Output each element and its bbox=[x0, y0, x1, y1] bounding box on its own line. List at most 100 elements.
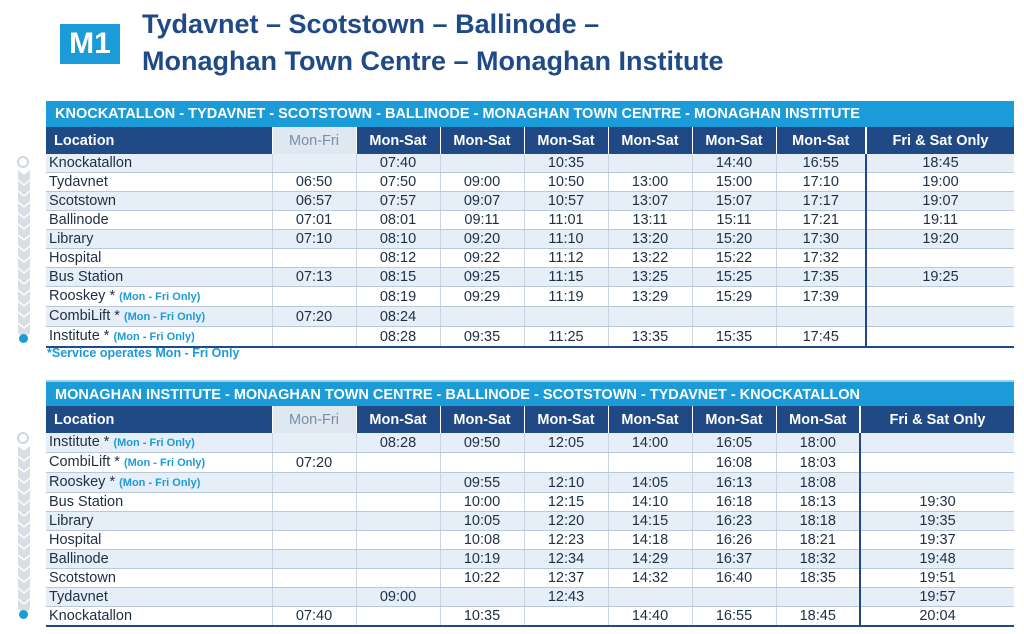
departure-time bbox=[355, 472, 440, 493]
route-chevron bbox=[18, 578, 30, 592]
departure-time bbox=[271, 587, 356, 607]
departure-time bbox=[865, 306, 1014, 327]
departure-time: 10:08 bbox=[439, 530, 524, 550]
column-header: Mon-Sat bbox=[691, 406, 776, 433]
departure-time: 15:25 bbox=[691, 267, 776, 287]
route-chevron bbox=[18, 280, 30, 294]
route-chevron bbox=[18, 302, 30, 316]
stop-name: Hospital bbox=[46, 248, 272, 268]
column-header: Mon-Sat bbox=[691, 127, 776, 154]
departure-time bbox=[271, 568, 356, 588]
departure-time: 09:50 bbox=[439, 433, 524, 453]
table-row: Bus Station 10:00 12:15 14:10 16:18 18:13 19:3… bbox=[46, 492, 1014, 512]
stop-label: Scotstown bbox=[49, 193, 116, 209]
route-badge: M1 bbox=[60, 24, 120, 64]
departure-time: 10:35 bbox=[523, 154, 608, 173]
departure-time bbox=[355, 606, 440, 627]
departure-time: 07:57 bbox=[355, 191, 440, 211]
table-row: Bus Station 07:13 08:15 09:25 11:15 13:25 15:2… bbox=[46, 267, 1014, 287]
departure-time: 19:37 bbox=[859, 530, 1014, 550]
departure-time: 16:13 bbox=[691, 472, 776, 493]
departure-time bbox=[439, 306, 524, 327]
departure-time: 16:18 bbox=[691, 492, 776, 512]
departure-time: 12:37 bbox=[523, 568, 608, 588]
table-row: Library 07:10 08:10 09:20 11:10 13:20 15:20 17:… bbox=[46, 229, 1014, 249]
stop-name: Rooskey * (Mon - Fri Only) bbox=[46, 472, 272, 493]
departure-time: 11:25 bbox=[523, 326, 608, 348]
departure-time: 09:25 bbox=[439, 267, 524, 287]
departure-time: 16:37 bbox=[691, 549, 776, 569]
route-chevron bbox=[18, 258, 30, 272]
column-header: Mon-Sat bbox=[607, 406, 692, 433]
departure-time: 17:17 bbox=[775, 191, 866, 211]
departure-time: 15:20 bbox=[691, 229, 776, 249]
stop-note: (Mon - Fri Only) bbox=[113, 331, 195, 343]
departure-time: 09:35 bbox=[439, 326, 524, 348]
departure-time: 19:51 bbox=[859, 568, 1014, 588]
departure-time: 08:15 bbox=[355, 267, 440, 287]
route-chevron bbox=[18, 512, 30, 526]
departure-time: 07:10 bbox=[271, 229, 356, 249]
stop-name: Bus Station bbox=[46, 267, 272, 287]
column-header: Mon-Sat bbox=[775, 127, 866, 154]
departure-time bbox=[865, 326, 1014, 348]
route-chevron bbox=[18, 236, 30, 250]
departure-time: 08:19 bbox=[355, 286, 440, 307]
departure-time: 18:00 bbox=[775, 433, 860, 453]
departure-time: 09:07 bbox=[439, 191, 524, 211]
column-header: Mon-Fri bbox=[271, 406, 356, 433]
departure-time: 12:34 bbox=[523, 549, 608, 569]
departure-time: 14:05 bbox=[607, 472, 692, 493]
departure-time: 10:57 bbox=[523, 191, 608, 211]
route-chevron bbox=[18, 247, 30, 261]
stop-label: Library bbox=[49, 231, 94, 247]
departure-time: 19:11 bbox=[865, 210, 1014, 230]
stop-note: (Mon - Fri Only) bbox=[113, 437, 195, 449]
departure-time: 16:08 bbox=[691, 452, 776, 473]
departure-time: 17:35 bbox=[775, 267, 866, 287]
stop-label: Ballinode bbox=[49, 551, 109, 567]
column-header: Mon-Sat bbox=[355, 127, 440, 154]
departure-time bbox=[439, 587, 524, 607]
departure-time: 08:24 bbox=[355, 306, 440, 327]
column-header: Mon-Fri bbox=[271, 127, 356, 154]
stop-name: Institute * (Mon - Fri Only) bbox=[46, 326, 272, 348]
departure-time bbox=[523, 606, 608, 627]
stop-label: Bus Station bbox=[49, 494, 124, 510]
departure-time: 18:08 bbox=[775, 472, 860, 493]
departure-time: 07:20 bbox=[271, 306, 356, 327]
route-start-dot bbox=[17, 432, 29, 444]
departure-time: 19:35 bbox=[859, 511, 1014, 531]
column-header: Mon-Sat bbox=[523, 127, 608, 154]
departure-time bbox=[271, 472, 356, 493]
departure-time: 14:18 bbox=[607, 530, 692, 550]
departure-time bbox=[355, 511, 440, 531]
table-row: Tydavnet 09:00 12:43 19:57 bbox=[46, 587, 1014, 607]
stop-label: Library bbox=[49, 513, 94, 529]
departure-time: 18:13 bbox=[775, 492, 860, 512]
departure-time: 18:32 bbox=[775, 549, 860, 569]
route-end-dot bbox=[19, 334, 28, 343]
stop-label: CombiLift * bbox=[49, 308, 120, 324]
route-chevron bbox=[18, 170, 30, 184]
column-header: Mon-Sat bbox=[439, 406, 524, 433]
table-row: Rooskey * (Mon - Fri Only) 08:19 09:29 11:1… bbox=[46, 286, 1014, 307]
departure-time: 16:26 bbox=[691, 530, 776, 550]
departure-time: 12:05 bbox=[523, 433, 608, 453]
stop-label: Ballinode bbox=[49, 212, 109, 228]
departure-time: 13:07 bbox=[607, 191, 692, 211]
departure-time: 16:23 bbox=[691, 511, 776, 531]
stop-label: CombiLift * bbox=[49, 454, 120, 470]
table-row: Knockatallon 07:40 10:35 14:40 16:55 18:45 20:… bbox=[46, 606, 1014, 627]
stop-label: Knockatallon bbox=[49, 608, 133, 624]
outbound-timetable: KNOCKATALLON - TYDAVNET - SCOTSTOWN - BA… bbox=[46, 101, 1014, 348]
departure-time bbox=[523, 306, 608, 327]
departure-time bbox=[271, 549, 356, 569]
route-chevron bbox=[18, 589, 30, 603]
departure-time: 13:20 bbox=[607, 229, 692, 249]
departure-time: 13:22 bbox=[607, 248, 692, 268]
outbound-route-bar: KNOCKATALLON - TYDAVNET - SCOTSTOWN - BA… bbox=[46, 101, 1014, 127]
departure-time: 10:19 bbox=[439, 549, 524, 569]
stop-note: (Mon - Fri Only) bbox=[119, 291, 201, 303]
departure-time: 10:05 bbox=[439, 511, 524, 531]
